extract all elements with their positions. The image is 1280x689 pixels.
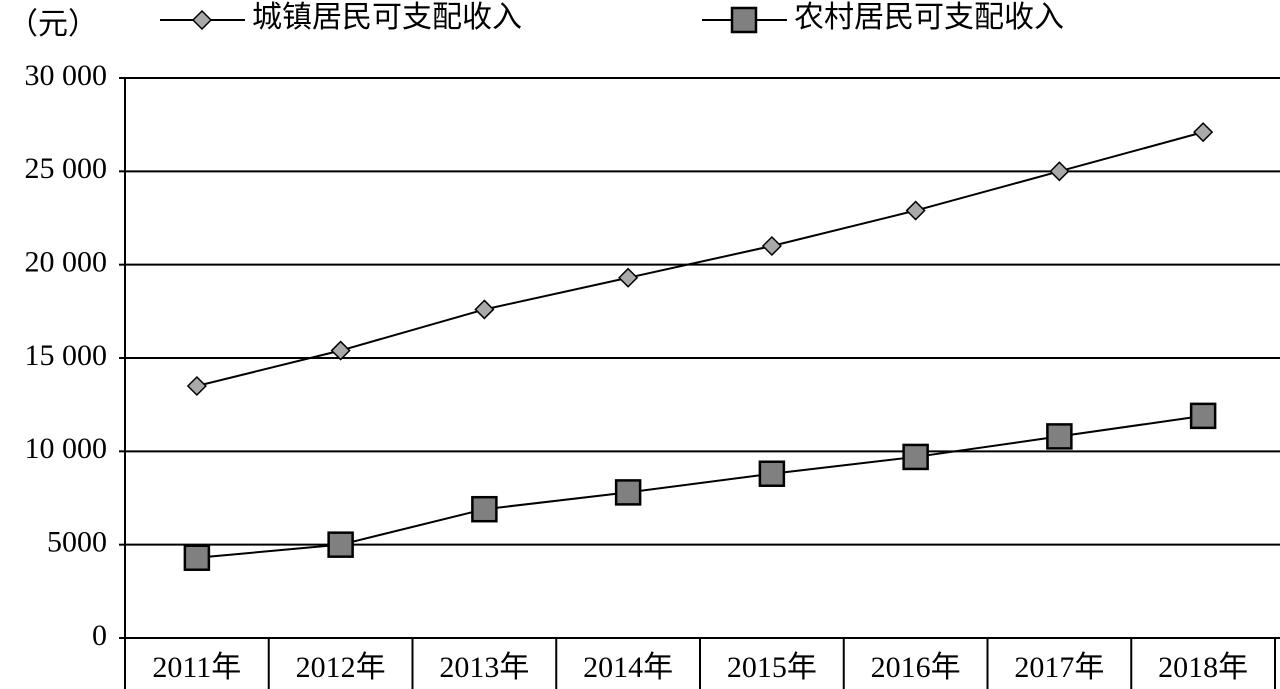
y-tick-label: 30 000 <box>25 59 108 92</box>
data-point <box>902 443 929 471</box>
data-point <box>761 235 782 257</box>
x-tick-label: 2011年 <box>152 651 241 684</box>
x-tick-label: 2015年 <box>727 651 817 684</box>
data-point <box>474 299 495 320</box>
y-tick-label: 0 <box>92 619 107 652</box>
data-point <box>186 375 207 397</box>
series-line <box>196 131 1204 387</box>
x-tick-label: 2016年 <box>871 651 961 684</box>
data-point <box>618 267 639 288</box>
y-tick-label: 20 000 <box>25 246 108 279</box>
data-point <box>614 479 642 506</box>
x-tick-label: 2018年 <box>1158 651 1248 684</box>
y-tick-label: 15 000 <box>25 339 108 372</box>
series-line <box>196 414 1204 559</box>
y-tick-label: 25 000 <box>25 152 108 185</box>
data-point <box>330 340 351 361</box>
unit-label: （元） <box>8 8 98 41</box>
data-point <box>327 531 354 558</box>
legend-marker <box>730 6 758 34</box>
x-tick-label: 2014年 <box>583 651 673 684</box>
x-tick-label: 2013年 <box>439 651 529 684</box>
data-point <box>1193 122 1214 143</box>
data-point <box>1049 161 1070 182</box>
y-tick-label: 5000 <box>47 526 107 559</box>
x-tick-label: 2017年 <box>1014 651 1104 684</box>
data-point <box>905 200 926 221</box>
data-point <box>183 544 211 571</box>
x-tick-label: 2012年 <box>296 651 386 684</box>
y-tick-label: 10 000 <box>25 432 108 465</box>
legend-label: 城镇居民可支配收入 <box>252 1 522 34</box>
data-point <box>758 460 786 487</box>
data-point <box>1046 423 1073 450</box>
legend-marker <box>191 9 213 31</box>
data-point <box>1189 402 1217 430</box>
data-point <box>471 495 498 523</box>
legend-label: 农村居民可支配收入 <box>794 1 1064 34</box>
